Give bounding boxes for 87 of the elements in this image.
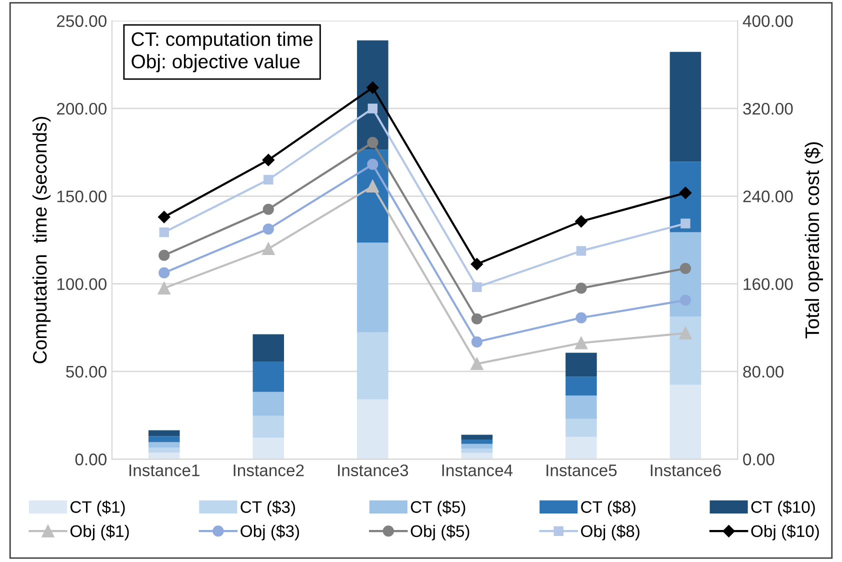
bar <box>252 416 284 438</box>
y-tick-label: 0.00 <box>75 454 106 466</box>
legend-label: CT ($10) <box>751 500 815 516</box>
point <box>262 204 274 215</box>
x-tick-label: Instance1 <box>130 464 200 476</box>
point <box>159 227 169 238</box>
point <box>679 186 692 199</box>
point <box>574 336 588 350</box>
point <box>471 336 482 348</box>
point <box>576 282 587 294</box>
bar <box>252 438 284 460</box>
bar <box>670 316 702 385</box>
y-tick-label: 150.00 <box>57 190 106 202</box>
point <box>471 313 482 324</box>
y-tick-label: 250.00 <box>56 15 106 27</box>
point <box>576 312 587 324</box>
x-tick-label: Instance4 <box>442 464 513 476</box>
bar <box>566 376 597 396</box>
y2-tick-label: 320.00 <box>743 102 793 115</box>
bar <box>357 332 388 400</box>
point <box>366 82 379 94</box>
point <box>680 294 692 306</box>
legend-label: Obj ($5) <box>410 524 470 540</box>
point <box>470 358 484 370</box>
bar <box>252 392 284 416</box>
point <box>679 326 692 340</box>
point <box>576 246 586 256</box>
bar <box>566 396 597 419</box>
bar <box>148 430 180 436</box>
bar <box>357 399 388 460</box>
y2-axis-title: Total operation cost ($) <box>804 142 823 338</box>
bar <box>670 384 702 460</box>
point <box>262 242 275 255</box>
y-tick-label: 200.00 <box>56 102 106 115</box>
point <box>367 136 378 148</box>
bar <box>670 52 702 162</box>
bar <box>148 436 180 442</box>
point <box>472 282 482 292</box>
point <box>470 258 484 270</box>
point <box>264 174 274 185</box>
bar <box>461 444 493 448</box>
legend-label: Obj ($1) <box>70 524 129 540</box>
bar <box>148 452 180 460</box>
bar <box>148 442 180 448</box>
bar <box>148 448 180 452</box>
y2-tick-label: 240.00 <box>743 190 793 202</box>
legend-label: CT ($1) <box>70 500 125 516</box>
y-axis-title: Computation time (seconds) <box>32 116 51 364</box>
x-tick-label: Instance3 <box>338 464 408 476</box>
y-tick-label: 100.00 <box>57 278 106 290</box>
y2-tick-label: 0.00 <box>743 454 774 466</box>
bar <box>357 242 388 332</box>
point <box>368 104 378 114</box>
bar <box>566 418 597 437</box>
bar <box>461 434 493 440</box>
point <box>262 154 274 166</box>
bar <box>566 352 597 377</box>
y2-tick-label: 80.00 <box>743 366 784 378</box>
point <box>367 158 378 170</box>
legend-label: Obj ($3) <box>240 524 300 540</box>
y-tick-label: 50.00 <box>66 366 106 378</box>
y2-tick-label: 400.00 <box>742 15 793 27</box>
point <box>158 210 170 224</box>
point <box>262 223 274 235</box>
bar <box>461 440 493 444</box>
bar <box>670 232 702 317</box>
y2-tick-label: 160.00 <box>744 278 793 290</box>
legend-label: Obj ($10) <box>751 524 819 540</box>
point <box>366 180 379 193</box>
x-tick-label: Instance5 <box>546 464 617 476</box>
bar <box>566 436 597 460</box>
legend-label: CT ($5) <box>410 500 466 516</box>
bar <box>461 448 493 453</box>
point <box>158 267 170 278</box>
bar <box>252 334 284 362</box>
point <box>680 262 692 274</box>
x-tick-label: Instance2 <box>234 464 304 476</box>
legend-label: Obj ($8) <box>581 524 640 540</box>
legend-label: CT ($8) <box>581 500 636 516</box>
x-tick-label: Instance6 <box>650 464 721 476</box>
legend-label: CT ($3) <box>240 500 296 516</box>
bar <box>252 362 284 392</box>
point <box>680 218 690 228</box>
point <box>158 250 170 261</box>
annotation: CT: computation time Obj: objective value <box>132 32 313 72</box>
point <box>575 215 588 228</box>
point <box>158 282 170 294</box>
